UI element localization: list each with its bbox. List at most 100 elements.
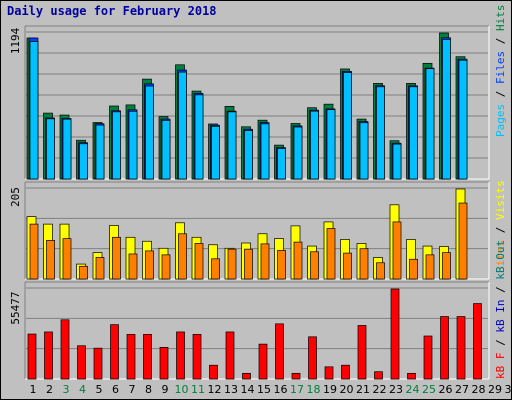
kbf-bar-day-21 [357, 325, 367, 380]
sites-bar-day-16 [277, 250, 286, 280]
pages-bar-day-15 [260, 123, 270, 180]
sites-bar-day-15 [260, 243, 270, 280]
pages-bar-day-16 [277, 148, 286, 180]
kbf-bar-day-19 [324, 366, 334, 380]
x-tick-day-10: 10 [175, 383, 189, 396]
x-tick-day-5: 5 [96, 383, 103, 396]
legend-separator: / [494, 31, 507, 51]
kbf-bar-day-3 [60, 319, 70, 380]
kbf-bar-day-14 [242, 372, 251, 380]
kbf-bar-day-23 [390, 288, 400, 380]
chart-title: Daily usage for February 2018 [7, 4, 217, 18]
x-tick-day-2: 2 [46, 383, 53, 396]
legend-pages: Pages [494, 104, 507, 137]
x-tick-day-17: 17 [290, 383, 304, 396]
kbf-bar-day-4 [77, 345, 86, 380]
kbf-bar-day-25 [423, 335, 433, 380]
sites-bar-day-5 [95, 257, 105, 280]
pages-bar-day-1 [29, 41, 39, 180]
x-tick-day-15: 15 [257, 383, 271, 396]
kbf-bar-day-26 [440, 316, 449, 380]
x-tick-day-4: 4 [79, 383, 86, 396]
pages-bar-day-23 [392, 143, 402, 180]
x-tick-day-18: 18 [307, 383, 321, 396]
pages-bar-day-21 [359, 122, 369, 180]
pages-bar-day-9 [161, 120, 171, 180]
pages-bar-day-5 [95, 124, 105, 180]
sites-bar-day-21 [359, 248, 369, 280]
legend-separator: / [494, 333, 507, 353]
sites-bar-day-12 [211, 258, 220, 280]
kbf-bar-day-2 [44, 331, 53, 380]
x-tick-day-25: 25 [422, 383, 436, 396]
kbf-bar-day-6 [110, 324, 119, 380]
kbf-bar-day-16 [275, 323, 284, 380]
sites-bar-day-19 [326, 228, 336, 280]
x-tick-day-20: 20 [340, 383, 354, 396]
x-tick-day-21: 21 [356, 383, 370, 396]
sites-bar-day-1 [29, 223, 39, 280]
kbf-bar-day-18 [308, 336, 317, 380]
pages-bar-day-22 [376, 86, 385, 180]
sites-bar-day-6 [112, 236, 121, 280]
x-tick-day-28: 28 [472, 383, 486, 396]
kbf-bar-day-27 [456, 316, 466, 380]
pages-bar-day-12 [211, 126, 220, 180]
legend-hits: Hits [494, 5, 507, 32]
x-tick-day-16: 16 [274, 383, 288, 396]
x-tick-day-22: 22 [373, 383, 387, 396]
x-tick-day-23: 23 [389, 383, 403, 396]
x-tick-day-7: 7 [129, 383, 136, 396]
pages-bar-day-27 [458, 59, 468, 180]
pages-bar-day-18 [310, 110, 319, 180]
pages-bar-day-20 [343, 72, 352, 180]
x-tick-day-11: 11 [191, 383, 205, 396]
pages-bar-day-6 [112, 111, 121, 180]
x-tick-day-29: 29 [488, 383, 502, 396]
x-tick-day-19: 19 [323, 383, 337, 396]
kbf-bar-day-12 [209, 364, 218, 380]
x-tick-day-9: 9 [162, 383, 169, 396]
kbf-bar-day-1 [27, 333, 37, 380]
pages-bar-day-13 [227, 111, 237, 180]
pages-bar-day-10 [178, 71, 187, 180]
x-tick-day-3: 3 [63, 383, 70, 396]
kbf-bar-day-24 [407, 372, 416, 380]
sites-bar-day-22 [376, 262, 385, 280]
kbf-bar-day-9 [159, 347, 169, 380]
sites-bar-day-23 [392, 221, 402, 280]
sites-bar-day-20 [343, 252, 352, 280]
legend-sites: Sites [494, 240, 507, 273]
pages-bar-day-8 [145, 85, 154, 180]
sites-bar-day-4 [79, 265, 88, 280]
pages-bar-day-19 [326, 109, 336, 180]
legend-separator: / [494, 220, 507, 240]
legend-kb-in: kB In [494, 300, 507, 333]
kbf-bar-day-17 [291, 372, 301, 380]
sites-bar-day-3 [62, 238, 72, 280]
legend-2: Sites / Visits [494, 180, 507, 273]
kbf-bar-day-13 [225, 331, 235, 380]
x-tick-day-30: 30 [505, 383, 512, 396]
sites-bar-day-11 [194, 243, 204, 280]
kbf-bar-day-8 [143, 334, 152, 380]
pages-bar-day-24 [409, 86, 418, 180]
kbf-bar-day-15 [258, 343, 268, 380]
x-tick-day-6: 6 [112, 383, 119, 396]
x-tick-day-8: 8 [145, 383, 152, 396]
x-tick-day-24: 24 [406, 383, 420, 396]
sites-bar-day-14 [244, 248, 253, 280]
kbf-bar-day-22 [374, 371, 383, 380]
legend-kb-f: kB F [494, 353, 507, 380]
sites-bar-day-24 [409, 258, 418, 280]
legend-3: kB F / kB In / kB Out [494, 240, 507, 379]
sites-bar-day-27 [458, 202, 468, 280]
legend-1: Pages / Files / Hits [494, 5, 507, 138]
pages-bar-day-25 [425, 68, 435, 180]
legend-separator: / [494, 84, 507, 104]
pages-bar-day-4 [79, 143, 88, 180]
legend-visits: Visits [494, 180, 507, 220]
kbf-bar-day-20 [341, 364, 350, 380]
x-tick-day-27: 27 [455, 383, 469, 396]
